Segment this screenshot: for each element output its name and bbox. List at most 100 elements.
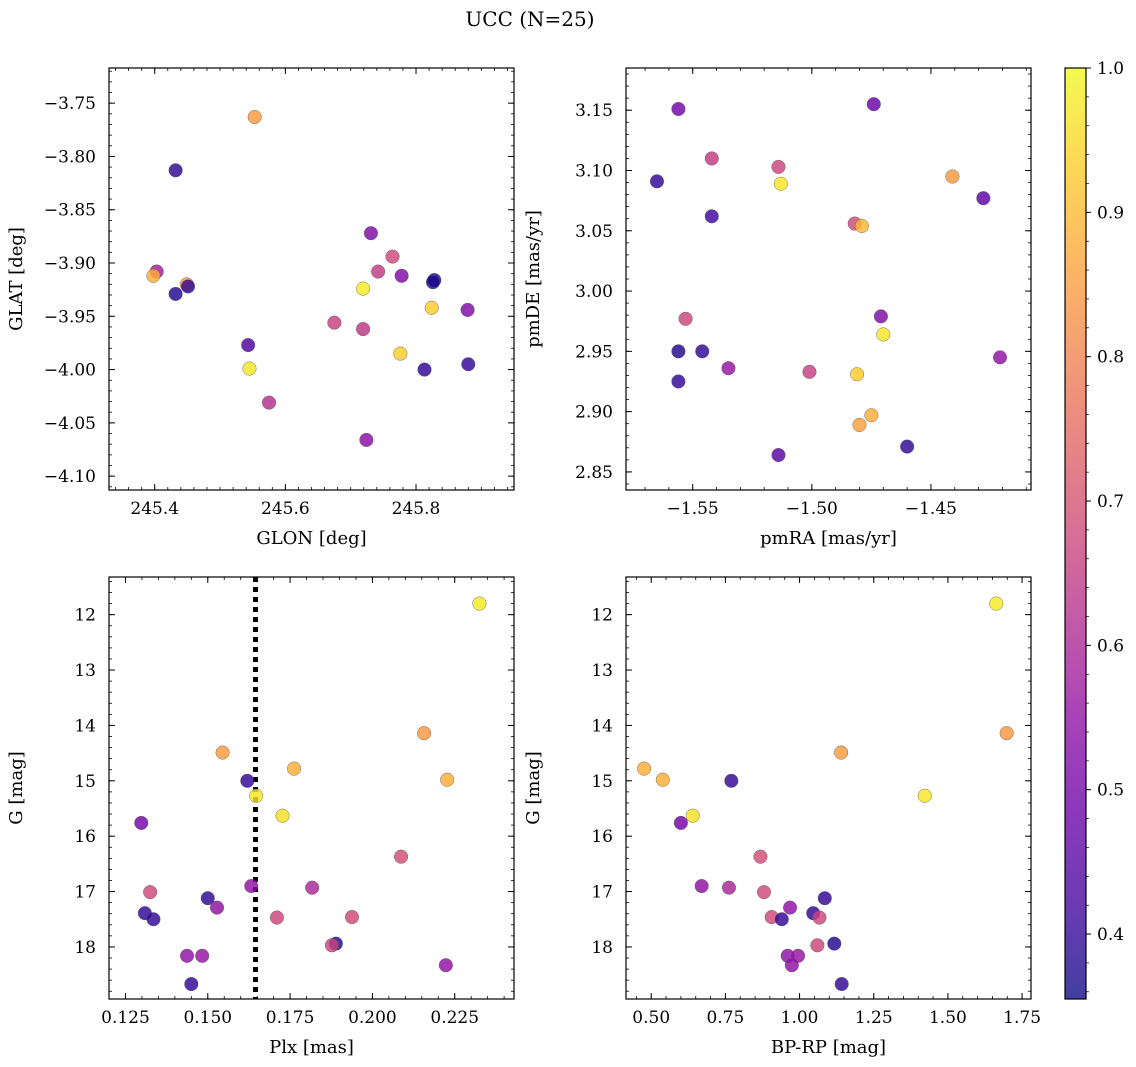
y-axis-label: pmDE [mas/yr] [523, 210, 544, 348]
scatter-point [287, 761, 302, 776]
scatter-point [242, 361, 257, 376]
x-tick-label: 1.75 [1003, 1008, 1041, 1028]
y-tick-label: 3.15 [575, 101, 613, 121]
scatter-point [426, 275, 441, 290]
scatter-point [989, 596, 1004, 611]
x-tick-label: 0.200 [348, 1008, 397, 1028]
scatter-point [393, 346, 408, 361]
scatter-point [976, 191, 991, 206]
scatter-point [678, 311, 693, 326]
x-axis-label: BP-RP [mag] [771, 1037, 886, 1058]
scatter-point [371, 264, 386, 279]
y-tick-label: 17 [591, 883, 613, 903]
plot-area [626, 68, 1031, 490]
y-tick-label: 18 [591, 938, 613, 958]
scatter-point [417, 726, 432, 741]
x-tick-label: 1.00 [781, 1008, 819, 1028]
y-tick-label: 13 [74, 661, 96, 681]
scatter-point [774, 912, 789, 927]
y-tick-label: 3.10 [575, 161, 613, 181]
y-tick-label: 2.95 [575, 342, 613, 362]
scatter-point [215, 745, 230, 760]
scatter-point [143, 885, 158, 900]
scatter-point [461, 357, 476, 372]
scatter-point [209, 900, 224, 915]
scatter-point [146, 912, 161, 927]
x-tick-label: 245.8 [392, 499, 441, 519]
scatter-point [724, 773, 739, 788]
scatter-point [784, 958, 799, 973]
scatter-point [864, 408, 879, 423]
y-tick-label: −4.00 [44, 361, 96, 381]
x-tick-label: 245.4 [130, 499, 179, 519]
scatter-point [424, 300, 439, 315]
x-tick-label: 0.50 [632, 1008, 670, 1028]
scatter-point [356, 322, 371, 337]
scatter-point [999, 726, 1014, 741]
scatter-point [249, 788, 264, 803]
scatter-point [834, 977, 849, 992]
colorbar-tick-label: 0.4 [1097, 925, 1124, 945]
scatter-point [671, 374, 686, 389]
scatter-point [655, 772, 670, 787]
x-tick-label: 1.25 [855, 1008, 893, 1028]
colorbar-tick-label: 0.6 [1097, 636, 1124, 656]
scatter-point [695, 344, 710, 359]
panel-pmra-pmde: −1.55 −1.50 −1.45 2.85 2.90 2.95 3.00 3.05 3.10 3… [523, 67, 1032, 549]
scatter-point [827, 936, 842, 951]
plot-area [626, 577, 1031, 999]
y-tick-label: −4.05 [44, 414, 96, 434]
x-axis-label: GLON [deg] [256, 528, 366, 549]
y-tick-label: 2.90 [575, 403, 613, 423]
y-tick-label: 16 [591, 827, 613, 847]
scatter-point [327, 315, 342, 330]
scatter-point [771, 448, 786, 463]
y-tick-label: −4.10 [44, 467, 96, 487]
x-axis-label: Plx [mas] [269, 1037, 354, 1058]
y-tick-label: 12 [74, 606, 96, 626]
panel-glon-glat: 245.4 245.6 245.8 −3.75 −3.80 −3.85 −3.90 −3.95… [6, 67, 515, 549]
scatter-point [359, 432, 374, 447]
scatter-point [417, 362, 432, 377]
y-tick-label: 17 [74, 883, 96, 903]
scatter-point [181, 279, 196, 294]
y-tick-label: 13 [591, 661, 613, 681]
x-tick-label: 0.225 [430, 1008, 479, 1028]
x-tick-label: 245.6 [261, 499, 310, 519]
x-tick-label: 0.125 [101, 1008, 150, 1028]
y-tick-label: −3.90 [44, 254, 96, 274]
colorbar: 0.4 0.5 0.6 0.7 0.8 0.9 1.0 [1064, 59, 1124, 1000]
y-tick-label: 14 [591, 716, 613, 736]
x-axis-label: pmRA [mas/yr] [760, 528, 897, 549]
scatter-point [363, 226, 378, 241]
scatter-point [753, 849, 768, 864]
scatter-point [876, 327, 891, 342]
scatter-point [134, 815, 149, 830]
axes-frame [108, 67, 515, 491]
scatter-point [247, 110, 262, 125]
scatter-point [685, 808, 700, 823]
y-axis-label: G [mag] [523, 751, 544, 824]
scatter-point [146, 268, 161, 283]
scatter-point [262, 395, 277, 410]
scatter-point [773, 176, 788, 191]
scatter-point [637, 761, 652, 776]
scatter-point [721, 361, 736, 376]
y-tick-label: −3.85 [44, 201, 96, 221]
figure-title: UCC (N=25) [465, 7, 594, 31]
scatter-point [704, 151, 719, 166]
scatter-point [812, 910, 827, 925]
x-tick-label: 0.150 [183, 1008, 232, 1028]
plot-area [109, 68, 514, 490]
scatter-point [866, 97, 881, 112]
scatter-point [671, 344, 686, 359]
scatter-point [694, 879, 709, 894]
scatter-point [244, 879, 259, 894]
scatter-point [460, 302, 475, 317]
y-tick-label: 16 [74, 827, 96, 847]
scatter-point [673, 815, 688, 830]
scatter-point [854, 218, 869, 233]
scatter-point [180, 948, 195, 963]
axes-frame [625, 576, 1032, 1000]
